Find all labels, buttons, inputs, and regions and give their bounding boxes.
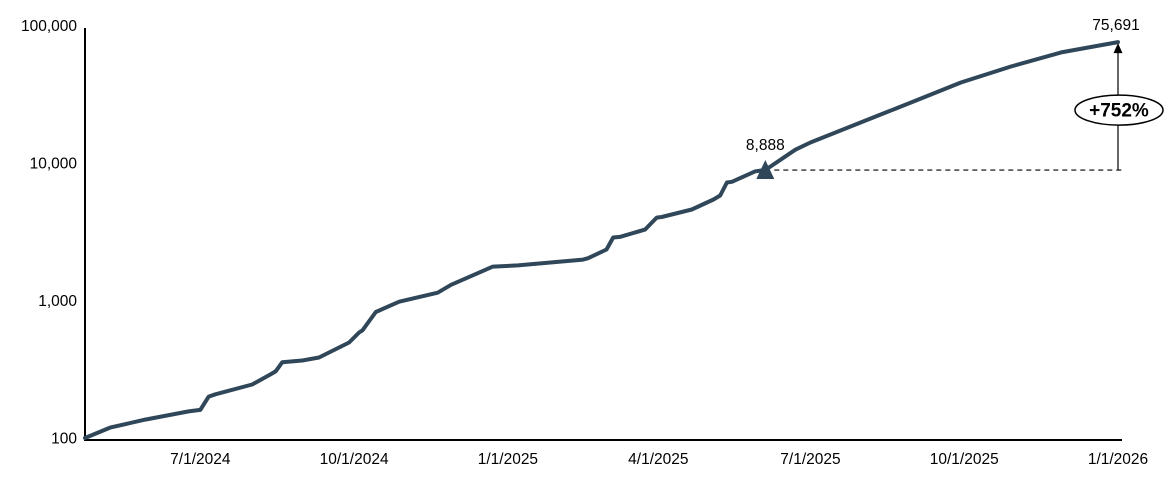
x-tick-label: 4/1/2025 — [628, 451, 688, 468]
chart-plot-area: 100 1,000 10,000 100,000 7/1/2024 10/1/2024 1/… — [21, 18, 1148, 468]
x-tick-label: 7/1/2025 — [780, 451, 840, 468]
growth-arrowhead-icon — [1113, 43, 1123, 54]
y-tick-label: 10,000 — [30, 156, 78, 173]
x-tick-label: 1/1/2025 — [478, 451, 538, 468]
x-tick-label: 1/1/2026 — [1088, 451, 1148, 468]
growth-percent-label: +752% — [1089, 101, 1149, 122]
x-tick-label: 10/1/2025 — [930, 451, 999, 468]
growth-badge-ellipse — [1074, 94, 1164, 126]
marker-value-label: 8,888 — [746, 137, 785, 154]
y-tick-label: 1,000 — [38, 293, 77, 310]
growth-badge: +752% — [1074, 94, 1164, 126]
x-tick-label: 7/1/2024 — [170, 451, 231, 468]
data-point-marker-triangle-icon — [756, 160, 775, 180]
endpoint-value-label: 75,691 — [1092, 17, 1139, 34]
series-line — [83, 40, 1120, 440]
y-tick-label: 100,000 — [21, 18, 77, 35]
x-tick-label: 10/1/2024 — [320, 451, 389, 468]
y-tick-label: 100 — [51, 431, 77, 448]
